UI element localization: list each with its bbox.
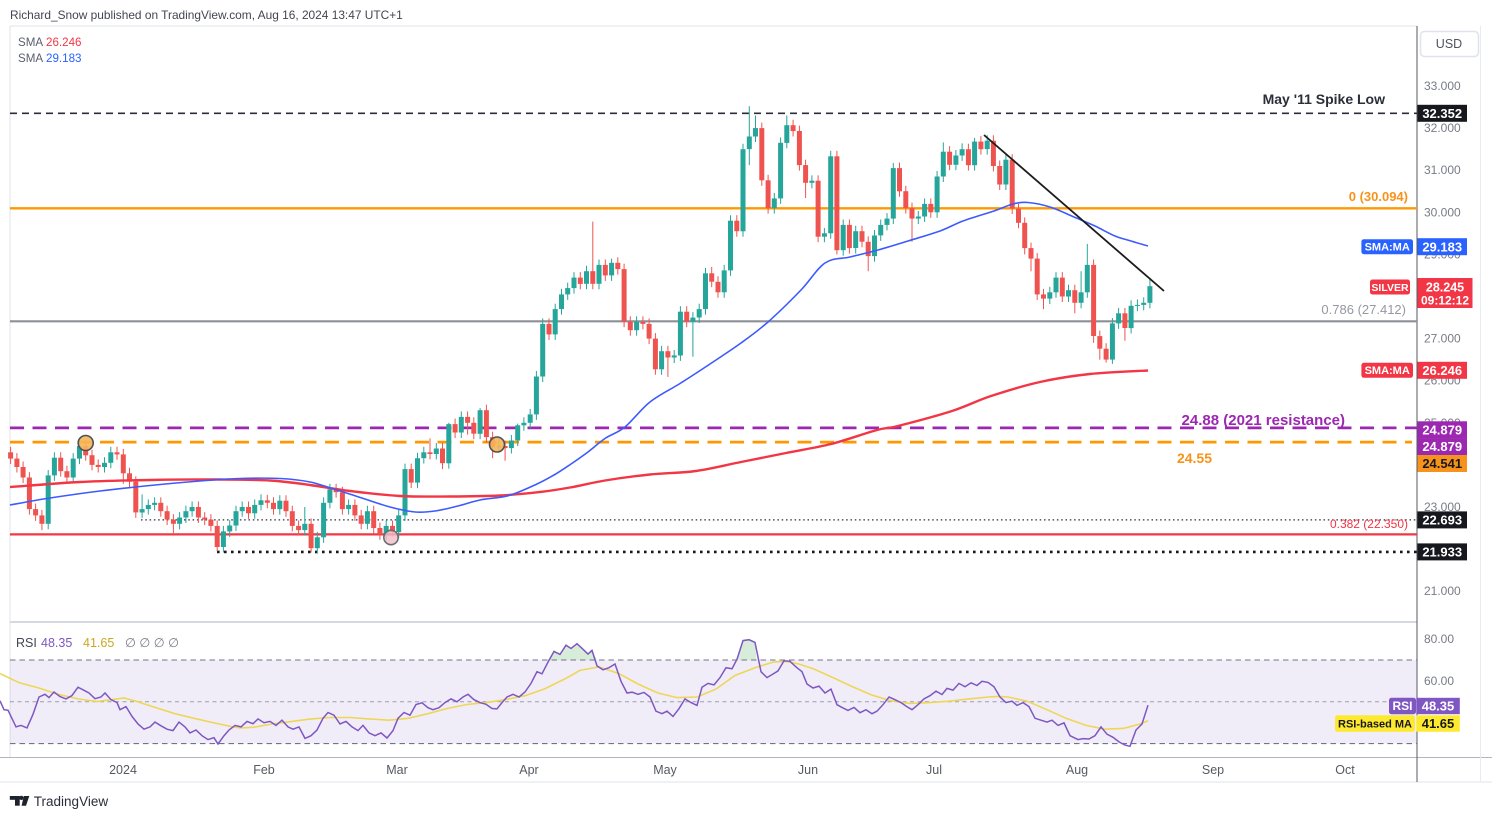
svg-text:21.933: 21.933	[1422, 545, 1462, 560]
svg-text:32.000: 32.000	[1424, 121, 1461, 135]
svg-text:May '11 Spike Low: May '11 Spike Low	[1263, 91, 1385, 107]
svg-text:Aug: Aug	[1066, 763, 1088, 777]
svg-text:22.693: 22.693	[1422, 513, 1462, 528]
svg-text:24.88 (2021 resistance): 24.88 (2021 resistance)	[1182, 412, 1345, 429]
svg-text:SMA:MA: SMA:MA	[1365, 365, 1410, 377]
svg-text:24.55: 24.55	[1177, 450, 1212, 466]
svg-text:26.246: 26.246	[46, 36, 81, 49]
svg-text:SMA: SMA	[18, 52, 43, 65]
svg-text:RSI: RSI	[16, 636, 37, 650]
svg-text:USD: USD	[1436, 37, 1462, 51]
svg-text:30.000: 30.000	[1424, 205, 1461, 219]
svg-text:SILVER: SILVER	[1371, 282, 1409, 294]
svg-text:0.382 (22.350): 0.382 (22.350)	[1330, 517, 1408, 531]
svg-text:29.183: 29.183	[1422, 239, 1462, 254]
svg-text:0 (30.094): 0 (30.094)	[1349, 189, 1408, 204]
svg-text:SMA:MA: SMA:MA	[1365, 242, 1410, 254]
svg-text:Jun: Jun	[798, 763, 818, 777]
svg-text:28.245: 28.245	[1426, 281, 1464, 295]
svg-text:27.000: 27.000	[1424, 332, 1461, 346]
svg-text:Sep: Sep	[1202, 763, 1224, 777]
svg-text:Richard_Snow published on Trad: Richard_Snow published on TradingView.co…	[10, 8, 403, 22]
svg-text:∅ ∅ ∅ ∅: ∅ ∅ ∅ ∅	[125, 636, 179, 650]
svg-text:33.000: 33.000	[1424, 79, 1461, 93]
svg-text:80.00: 80.00	[1424, 632, 1454, 646]
svg-text:TradingView: TradingView	[34, 794, 109, 809]
svg-text:29.183: 29.183	[46, 52, 81, 65]
svg-text:23.000: 23.000	[1424, 500, 1461, 514]
svg-text:24.879: 24.879	[1422, 439, 1462, 454]
svg-text:26.246: 26.246	[1422, 363, 1462, 378]
svg-text:SMA: SMA	[18, 36, 43, 49]
svg-text:41.65: 41.65	[1422, 716, 1455, 731]
svg-text:RSI-based MA: RSI-based MA	[1338, 718, 1412, 730]
svg-text:Jul: Jul	[926, 763, 942, 777]
svg-text:RSI: RSI	[1392, 699, 1412, 713]
svg-text:60.00: 60.00	[1424, 674, 1454, 688]
svg-text:48.35: 48.35	[41, 636, 72, 650]
svg-text:Mar: Mar	[386, 763, 408, 777]
svg-text:Feb: Feb	[253, 763, 275, 777]
svg-text:24.541: 24.541	[1422, 456, 1462, 471]
svg-text:41.65: 41.65	[83, 636, 114, 650]
svg-text:09:12:12: 09:12:12	[1421, 294, 1469, 308]
svg-text:0.786 (27.412): 0.786 (27.412)	[1321, 302, 1406, 317]
svg-text:21.000: 21.000	[1424, 584, 1461, 598]
svg-text:Apr: Apr	[519, 763, 538, 777]
svg-text:2024: 2024	[109, 763, 137, 777]
svg-text:32.352: 32.352	[1422, 106, 1462, 121]
svg-text:48.35: 48.35	[1422, 699, 1455, 714]
svg-text:31.000: 31.000	[1424, 163, 1461, 177]
svg-text:Oct: Oct	[1335, 763, 1355, 777]
svg-text:May: May	[653, 763, 677, 777]
svg-text:24.879: 24.879	[1422, 422, 1462, 437]
